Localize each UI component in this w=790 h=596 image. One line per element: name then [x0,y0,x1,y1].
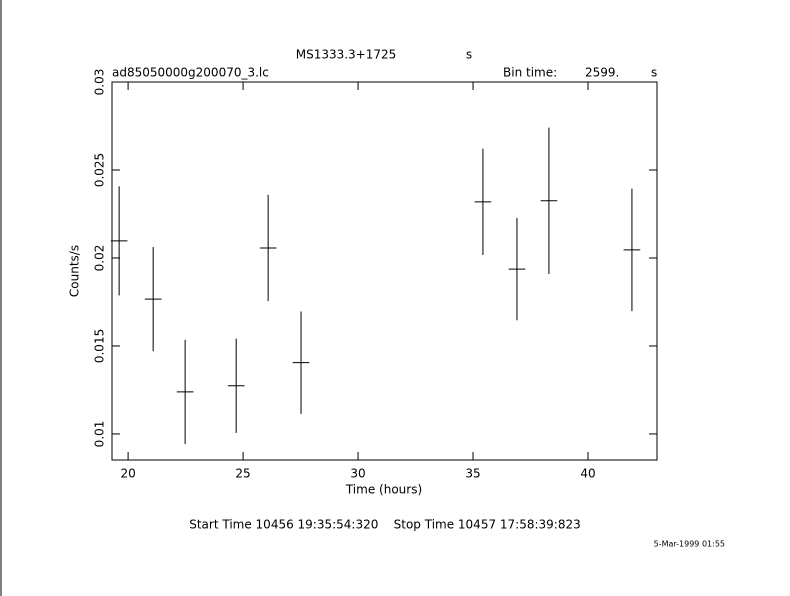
y-tick-label: 0.02 [93,245,107,272]
chart-title: MS1333.3+1725 [296,48,397,62]
x-tick-label: 20 [120,467,135,481]
title-unit: s [466,48,472,62]
bin-value: 2599. [585,66,619,80]
bin-label: Bin time: [503,66,557,80]
x-tick-label: 35 [465,467,480,481]
date-stamp: 5-Mar-1999 01:55 [654,540,725,549]
footer: Start Time 10456 19:35:54:320 Stop Time … [189,518,581,532]
y-axis-label: Counts/s [68,245,82,297]
x-axis-label: Time (hours) [345,483,422,497]
plot-frame [111,81,658,461]
x-tick-label: 25 [235,467,250,481]
y-tick-label: 0.025 [93,153,107,187]
x-tick-label: 40 [580,467,595,481]
y-tick-label: 0.015 [93,329,107,363]
bin-unit: s [651,66,657,80]
y-tick-label: 0.01 [93,421,107,448]
y-tick-label: 0.03 [93,69,107,96]
x-tick-label: 30 [350,467,365,481]
subtitle: ad85050000g200070_3.lc [112,66,269,80]
